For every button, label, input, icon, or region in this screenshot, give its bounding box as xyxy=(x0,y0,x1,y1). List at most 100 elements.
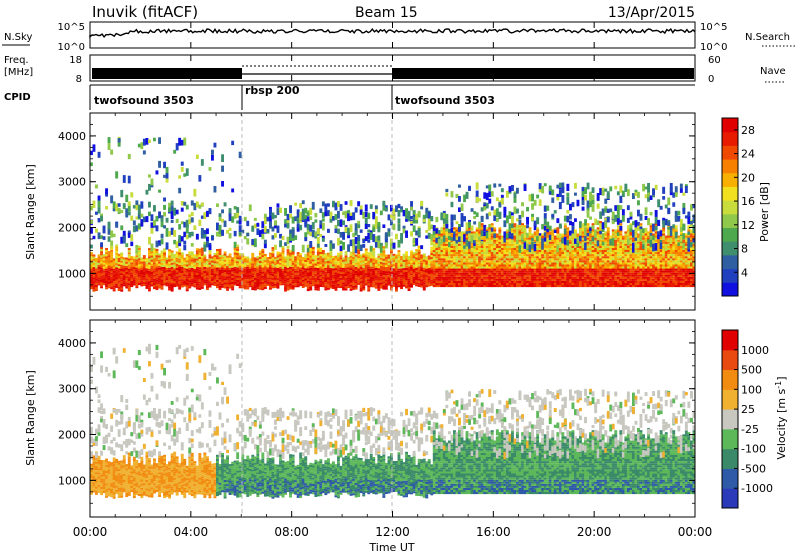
heatmap-cell xyxy=(432,245,436,248)
heatmap-cell xyxy=(102,236,106,240)
heatmap-cell xyxy=(521,262,524,265)
heatmap-cell xyxy=(448,228,451,233)
heatmap-cell xyxy=(458,266,461,269)
heatmap-cell xyxy=(420,260,424,263)
heatmap-cell xyxy=(200,272,204,275)
heatmap-cell xyxy=(463,252,466,255)
heatmap-cell xyxy=(402,253,406,256)
heatmap-cell xyxy=(483,272,487,275)
heatmap-cell xyxy=(480,270,484,273)
heatmap-cell xyxy=(478,272,482,275)
heatmap-cell xyxy=(286,284,290,287)
heatmap-cell xyxy=(130,274,134,277)
heatmap-cell xyxy=(384,277,388,280)
heatmap-cell xyxy=(458,184,461,188)
heatmap-cell xyxy=(488,260,492,263)
heatmap-cell xyxy=(304,207,308,214)
heatmap-cell xyxy=(400,276,403,279)
heatmap-cell xyxy=(417,245,421,248)
heatmap-cell xyxy=(216,259,219,262)
heatmap-cell xyxy=(488,245,492,248)
heatmap-cell xyxy=(216,251,219,254)
heatmap-cell xyxy=(382,271,386,274)
heatmap-cell xyxy=(110,272,114,275)
heatmap-cell xyxy=(485,283,489,286)
heatmap-cell xyxy=(478,250,482,253)
heatmap-cell xyxy=(531,247,534,250)
heatmap-cell xyxy=(248,260,252,263)
heatmap-cell xyxy=(90,287,93,290)
heatmap-cell xyxy=(105,276,108,279)
heatmap-cell xyxy=(470,225,474,231)
heatmap-cell xyxy=(140,219,144,227)
heatmap-cell xyxy=(483,252,487,255)
heatmap-cell xyxy=(503,276,507,279)
heatmap-cell xyxy=(344,278,348,281)
heatmap-cell xyxy=(327,267,330,270)
heatmap-cell xyxy=(390,253,393,256)
heatmap-cell xyxy=(97,218,101,223)
heatmap-cell xyxy=(221,281,224,284)
heatmap-cell xyxy=(233,277,237,280)
heatmap-cell xyxy=(150,257,154,260)
heatmap-cell xyxy=(316,243,320,248)
date-label: 13/Apr/2015 xyxy=(608,5,695,21)
heatmap-cell xyxy=(505,262,509,265)
heatmap-cell xyxy=(148,268,151,271)
heatmap-cell xyxy=(357,256,361,259)
heatmap-cell xyxy=(281,270,285,273)
heatmap-cell xyxy=(105,270,108,273)
heatmap-cell xyxy=(483,241,487,244)
heatmap-cell xyxy=(543,276,547,279)
heatmap-cell xyxy=(206,228,209,235)
heatmap-cell xyxy=(546,231,550,234)
heatmap-cell xyxy=(130,260,134,263)
heatmap-cell xyxy=(410,279,413,282)
heatmap-cell xyxy=(327,263,330,266)
heatmap-cell xyxy=(251,267,255,270)
heatmap-cell xyxy=(203,266,207,269)
heatmap-cell xyxy=(238,263,242,266)
heatmap-cell xyxy=(266,273,270,276)
heatmap-cell xyxy=(359,258,363,261)
heatmap-cell xyxy=(188,253,192,256)
heatmap-cell xyxy=(548,225,552,231)
heatmap-cell xyxy=(521,278,524,281)
heatmap-cell xyxy=(175,282,179,285)
heatmap-cell xyxy=(332,243,335,249)
heatmap-cell xyxy=(541,233,545,236)
heatmap-cell xyxy=(178,262,182,265)
heatmap-cell xyxy=(137,268,141,271)
heatmap-cell xyxy=(384,260,388,263)
heatmap-cell xyxy=(546,278,550,281)
heatmap-cell xyxy=(435,235,439,238)
heatmap-cell xyxy=(528,268,532,271)
heatmap-cell xyxy=(125,284,129,287)
heatmap-cell xyxy=(142,275,146,278)
heatmap-cell xyxy=(175,257,179,260)
heatmap-cell xyxy=(175,266,179,269)
heatmap-cell xyxy=(445,237,449,240)
heatmap-cell xyxy=(579,270,582,273)
heatmap-cell xyxy=(211,149,214,155)
heatmap-cell xyxy=(279,268,282,271)
heatmap-cell xyxy=(321,280,325,283)
heatmap-cell xyxy=(200,249,204,252)
heatmap-cell xyxy=(521,202,524,207)
heatmap-cell xyxy=(574,283,577,286)
heatmap-cell xyxy=(294,202,298,206)
heatmap-cell xyxy=(102,268,106,271)
heatmap-cell xyxy=(190,259,194,262)
heatmap-cell xyxy=(188,269,192,272)
heatmap-cell xyxy=(97,268,101,271)
heatmap-cell xyxy=(536,276,540,279)
heatmap-cell xyxy=(155,279,159,282)
heatmap-cell xyxy=(513,264,517,267)
heatmap-cell xyxy=(190,217,194,223)
heatmap-cell xyxy=(122,257,126,260)
heatmap-cell xyxy=(468,262,471,265)
heatmap-cell xyxy=(390,269,393,272)
heatmap-cell xyxy=(558,278,562,281)
heatmap-cell xyxy=(382,279,386,282)
heatmap-cell xyxy=(551,239,555,242)
